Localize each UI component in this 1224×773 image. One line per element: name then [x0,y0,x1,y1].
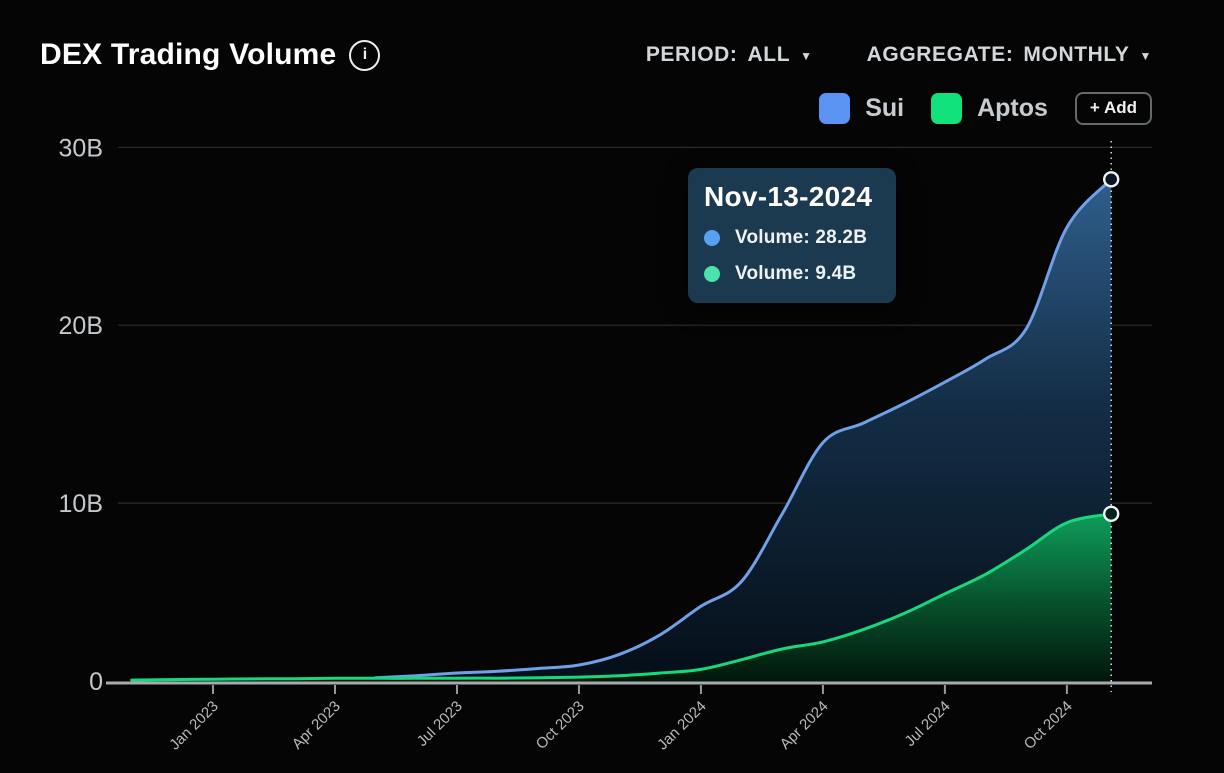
sui-area [375,179,1112,684]
aptos-legend-swatch[interactable] [931,93,963,125]
chevron-down-icon: ▼ [800,49,813,63]
period-dropdown[interactable]: PERIOD: ALL ▼ [646,43,813,67]
info-icon[interactable]: i [349,39,381,71]
y-axis-label: 20B [59,312,103,340]
sui-dot-icon [704,230,720,246]
y-axis-label: 10B [59,490,103,518]
add-series-button[interactable]: + Add [1074,92,1152,126]
x-axis-tick-label: Apr 2023 [289,698,344,753]
tooltip-row-sui: Volume: 28.2B [704,227,872,249]
legend: Sui Aptos + Add [819,92,1152,126]
period-label: PERIOD: [645,43,738,66]
sui-line [374,177,1113,680]
aptos-legend-label[interactable]: Aptos [977,94,1048,123]
header: DEX Trading Volume i PERIOD: ALL ▼ AGGRE… [40,38,1152,72]
sui-legend-swatch[interactable] [819,93,851,125]
sui-legend-label[interactable]: Sui [865,94,905,123]
x-axis-tick-label: Oct 2024 [1021,698,1076,753]
title-wrap: DEX Trading Volume i [40,38,381,72]
x-axis-tick-label: Jul 2023 [414,698,466,750]
chart-controls: PERIOD: ALL ▼ AGGREGATE: MONTHLY ▼ [646,43,1152,67]
aggregate-label: AGGREGATE: [866,43,1014,66]
chevron-down-icon: ▼ [1139,49,1152,63]
x-axis-tick-label: Apr 2024 [777,698,832,753]
aggregate-dropdown[interactable]: AGGREGATE: MONTHLY ▼ [867,43,1152,67]
tooltip-date: Nov-13-2024 [704,181,873,212]
x-axis-tick-label: Oct 2023 [533,698,588,753]
y-axis-label: 0 [89,668,103,696]
aptos-cursor-marker [1102,505,1120,522]
aptos-area [131,513,1112,683]
aptos-dot-icon [704,266,720,282]
sui-cursor-marker [1102,171,1120,188]
chart-tooltip: Nov-13-2024 Volume: 28.2B Volume: 9.4B [688,168,897,303]
tooltip-sui-volume: Volume: 28.2B [735,227,868,248]
x-axis-tick-label: Jan 2023 [166,698,222,754]
page-title: DEX Trading Volume [40,38,337,71]
aptos-line [130,512,1113,682]
aggregate-value: MONTHLY [1023,43,1130,66]
x-axis-tick-label: Jul 2024 [902,698,954,750]
tooltip-row-aptos: Volume: 9.4B [704,263,872,285]
x-axis-tick-label: Jan 2024 [654,698,710,754]
tooltip-aptos-volume: Volume: 9.4B [735,263,857,284]
period-value: ALL [747,43,791,66]
y-axis-label: 30B [59,134,103,162]
